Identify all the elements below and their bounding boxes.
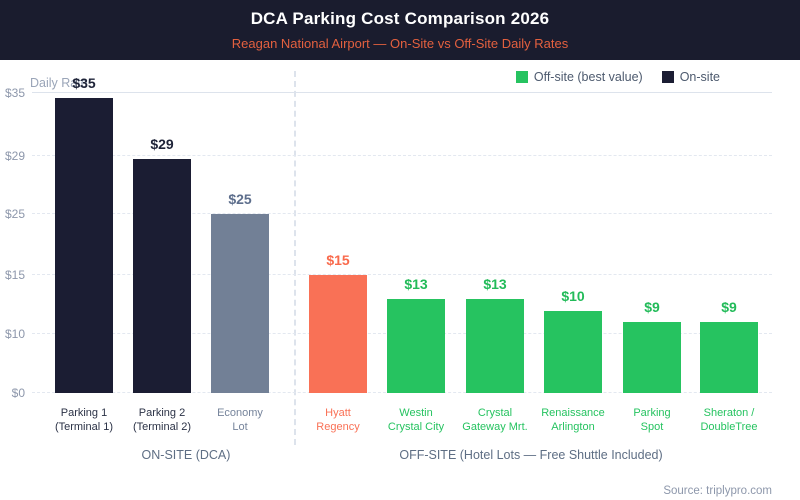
y-axis-title: Daily Rate [30,76,88,90]
x-category-line1: Renaissance [541,407,605,419]
legend: Off-site (best value) On-site [515,70,720,84]
x-category-label: Parking 1 (Terminal 1) [24,407,144,434]
bar-hyatt [309,275,367,393]
bar-value-label: $13 [404,276,428,292]
x-category-line1: Parking [633,407,671,419]
group-divider-line [294,71,296,445]
x-category-line2: Lot [232,420,248,433]
x-category-line2: Arlington [551,420,595,433]
x-category-line2: Spot [640,420,664,433]
gridline-35 [32,92,772,93]
bar-value-label: $9 [644,299,660,315]
gridline-15 [32,274,772,275]
source-credit: Source: triplypro.com [663,485,772,497]
bar-parking [623,322,681,393]
legend-swatch-icon [661,71,674,83]
x-category-line2: Crystal City [387,420,445,433]
x-category-label: Crystal Gateway Mrt. [435,407,555,434]
bar-crystal [466,299,524,393]
x-category-line2: Gateway Mrt. [462,420,528,433]
bar-sheraton- [700,322,758,393]
x-category-line1: Parking 1 [60,407,108,419]
x-category-label: Sheraton / DoubleTree [669,407,789,434]
group-label: OFF-SITE (Hotel Lots — Free Shuttle Incl… [399,448,663,462]
y-tick-label: $35 [4,86,25,100]
gridline-25 [32,213,772,214]
page-subtitle: Reagan National Airport — On-Site vs Off… [231,36,569,51]
x-category-label: Westin Crystal City [356,407,476,434]
y-tick-label: $10 [4,327,25,341]
x-category-line2: Regency [316,420,360,433]
bar-value-label: $13 [483,276,507,292]
x-category-line1: Sheraton / [703,407,755,419]
bar-westin [387,299,445,393]
gridline-29 [32,155,772,156]
bar-value-label: $15 [326,252,350,268]
y-tick-label: $0 [11,386,25,400]
x-category-label: Parking 2 (Terminal 2) [102,407,222,434]
y-tick-label: $15 [4,268,25,282]
legend-swatch-icon [515,71,528,83]
bar-renaissance [544,311,602,393]
bar-value-label: $35 [72,75,96,91]
x-category-line1: Parking 2 [138,407,186,419]
x-category-line1: Hyatt [325,407,351,419]
legend-label: On-site [679,70,720,84]
bar-economy [211,214,269,393]
legend-item: Off-site (best value) [515,70,643,84]
bar-value-label: $10 [561,288,585,304]
x-category-label: Parking Spot [592,407,712,434]
y-tick-label: $25 [4,207,25,221]
x-category-label: Renaissance Arlington [513,407,633,434]
group-label: ON-SITE (DCA) [141,448,231,462]
x-category-line1: Economy [217,407,263,419]
bar-value-label: $29 [150,136,174,152]
header-banner: DCA Parking Cost Comparison 2026 Reagan … [0,0,800,60]
page-title: DCA Parking Cost Comparison 2026 [250,9,550,28]
x-category-line1: Crystal [477,407,513,419]
x-category-label: Economy Lot [180,407,300,434]
x-category-line1: Westin [399,407,433,419]
bar-value-label: $9 [721,299,737,315]
chart-area: Off-site (best value) On-site Daily Rate … [0,60,800,500]
legend-label: Off-site (best value) [533,70,643,84]
plot-area: $0 $10 $15 $25 $29 $35 $35 $29 $25 $15 $13 $13 $10 $9… [5,75,772,400]
y-tick-label: $29 [4,149,25,163]
bar-value-label: $25 [228,191,252,207]
x-category-label: Hyatt Regency [278,407,398,434]
legend-item: On-site [661,70,720,84]
x-category-line2: (Terminal 2) [132,420,192,433]
x-category-line2: (Terminal 1) [54,420,114,433]
bar-parking-2 [133,159,191,393]
x-category-line2: DoubleTree [700,420,758,433]
bar-parking-1 [55,98,113,393]
